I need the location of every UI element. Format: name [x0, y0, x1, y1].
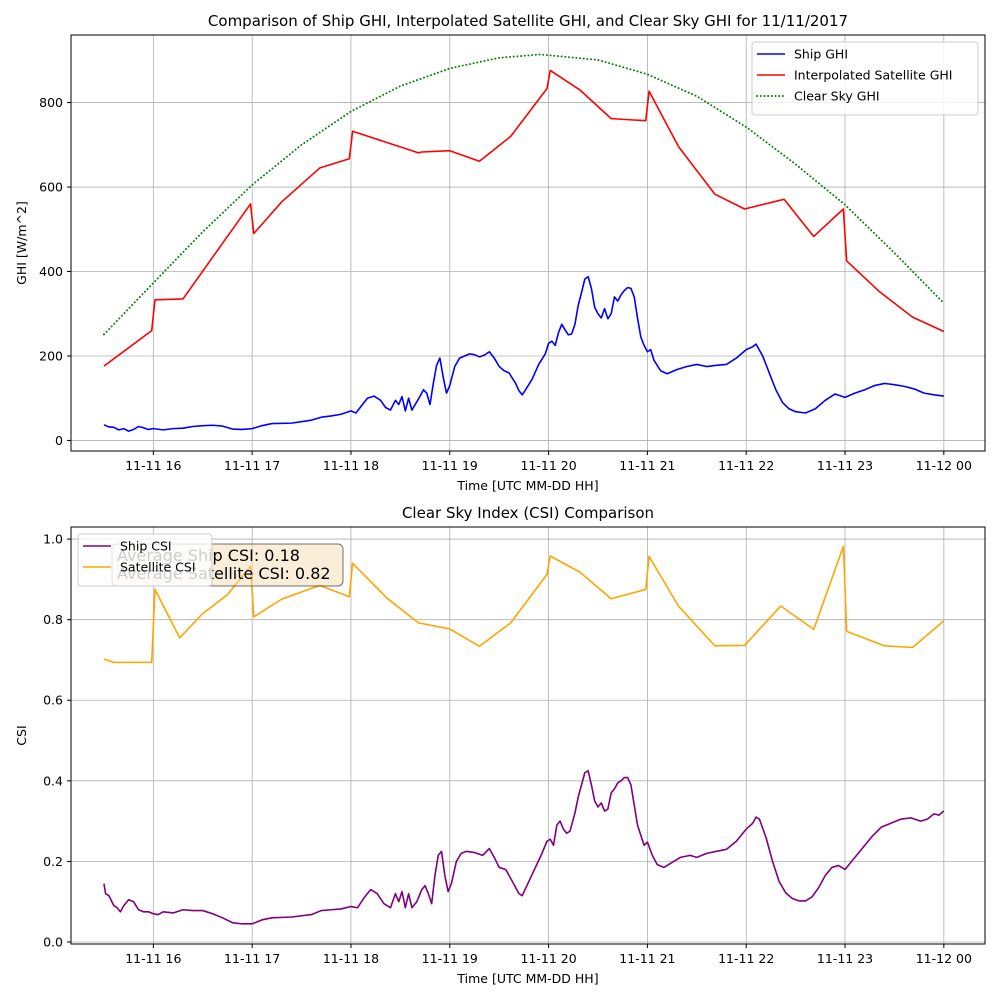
chart2-ytick-label-5: 1.0 [43, 532, 63, 547]
chart1-ytick-label-2: 400 [39, 264, 63, 279]
chart2-xtick-label-6: 11-11 22 [718, 951, 774, 966]
chart1-xtick-label-7: 11-11 23 [817, 458, 873, 473]
chart2-legend-label-0: Ship CSI [120, 539, 172, 554]
chart1-legend-label-2: Clear Sky GHI [794, 89, 880, 104]
chart1-xtick-label-6: 11-11 22 [718, 458, 774, 473]
chart2-xtick-label-1: 11-11 17 [224, 951, 280, 966]
chart1-xtick-label-2: 11-11 18 [323, 458, 379, 473]
chart2-ylabel: CSI [14, 725, 29, 745]
chart1-title: Comparison of Ship GHI, Interpolated Sat… [208, 12, 848, 30]
chart2-title: Clear Sky Index (CSI) Comparison [402, 504, 654, 522]
chart2-legend: Ship CSI Satellite CSI [77, 533, 213, 587]
chart1-series-ship-ghi [103, 275, 944, 432]
chart1-legend-box [751, 41, 979, 116]
chart1-xtick-label-0: 11-11 16 [125, 458, 181, 473]
chart1-ylabel: GHI [W/m^2] [14, 201, 29, 285]
chart2-ytick-label-1: 0.2 [43, 854, 63, 869]
chart1-xtick-label-1: 11-11 17 [224, 458, 280, 473]
chart1-xtick-label-4: 11-11 20 [520, 458, 576, 473]
chart1-axes: 11-11 16 11-11 17 11-11 18 11-11 19 11-11 20… [14, 12, 986, 493]
chart2-ytick-label-3: 0.6 [43, 693, 63, 708]
chart1-ytick-label-0: 0 [55, 433, 63, 448]
chart2-xlabel: Time [UTC MM-DD HH] [456, 971, 598, 986]
chart1-legend-label-1: Interpolated Satellite GHI [794, 68, 953, 83]
chart1-xtick-label-3: 11-11 19 [422, 458, 478, 473]
chart2-ytick-label-4: 0.8 [43, 612, 63, 627]
chart1-legend: Ship GHI Interpolated Satellite GHI Clear … [751, 41, 979, 116]
chart1-series-interpolated-satellite-ghi [103, 69, 945, 367]
chart2-xtick-label-4: 11-11 20 [520, 951, 576, 966]
chart1-xlabel: Time [UTC MM-DD HH] [456, 478, 598, 493]
chart2-axes: 11-11 16 11-11 17 11-11 18 11-11 19 11-11 20… [14, 504, 986, 986]
chart2-series-ship-csi [103, 769, 945, 925]
chart2-xtick-label-3: 11-11 19 [422, 951, 478, 966]
chart2-xtick-label-0: 11-11 16 [125, 951, 181, 966]
chart1-xtick-label-5: 11-11 21 [619, 458, 675, 473]
chart2-legend-label-1: Satellite CSI [120, 560, 196, 575]
chart1-frame [70, 34, 986, 452]
chart2-xtick-label-2: 11-11 18 [323, 951, 379, 966]
chart2-series-satellite-csi [103, 545, 945, 664]
chart1-ytick-label-1: 200 [39, 348, 63, 363]
chart2-legend-box [77, 533, 213, 587]
chart1-xtick-label-8: 11-12 00 [916, 458, 972, 473]
chart1-ytick-label-3: 600 [39, 180, 63, 195]
chart2-xtick-label-8: 11-12 00 [916, 951, 972, 966]
chart2-frame [70, 526, 986, 945]
chart1-series-clear-sky-ghi [102, 53, 945, 336]
chart2-xtick-label-7: 11-11 23 [817, 951, 873, 966]
chart2-ytick-label-2: 0.4 [43, 773, 63, 788]
chart1-legend-label-0: Ship GHI [794, 47, 848, 62]
chart1-ytick-label-4: 800 [39, 95, 63, 110]
chart2-ytick-label-0: 0.0 [43, 934, 63, 949]
chart2-xtick-label-5: 11-11 21 [619, 951, 675, 966]
